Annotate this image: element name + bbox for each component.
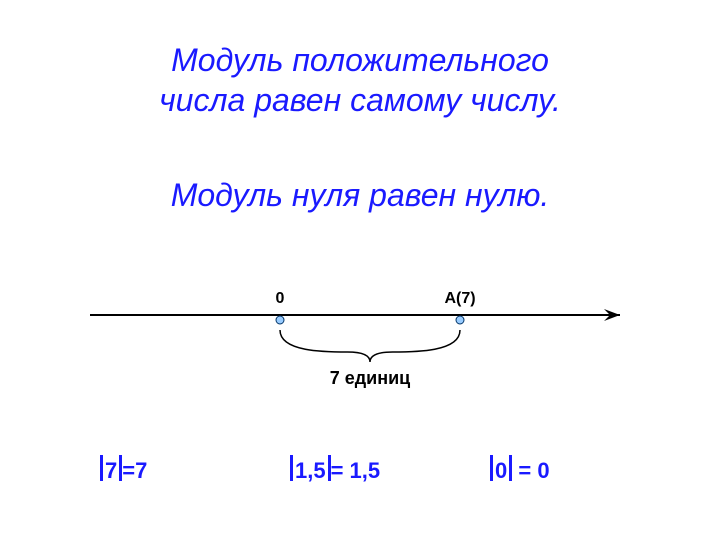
point-zero bbox=[276, 316, 284, 324]
headline2-text: Модуль нуля равен нулю. bbox=[171, 177, 550, 213]
headline-zero-modulus: Модуль нуля равен нулю. bbox=[0, 175, 720, 215]
point-a bbox=[456, 316, 464, 324]
equation-0: 7=7 bbox=[100, 455, 147, 484]
headline1-line1: Модуль положительного bbox=[171, 42, 549, 78]
headline1-line2: числа равен самому числу. bbox=[159, 82, 561, 118]
slide: Модуль положительного числа равен самому… bbox=[0, 0, 720, 540]
equation-rhs: = 1,5 bbox=[331, 458, 381, 483]
equation-rhs: = 0 bbox=[512, 458, 549, 483]
equation-2: 0 = 0 bbox=[490, 455, 550, 484]
units-label: 7 единиц bbox=[330, 368, 411, 388]
abs-value: 0 bbox=[493, 458, 509, 483]
abs-value: 1,5 bbox=[293, 458, 328, 483]
number-line-diagram: 0 A(7) 7 единиц bbox=[80, 280, 640, 400]
label-a: A(7) bbox=[444, 290, 475, 307]
headline-positive-modulus: Модуль положительного числа равен самому… bbox=[0, 40, 720, 120]
equation-1: 1,5= 1,5 bbox=[290, 455, 380, 484]
label-zero: 0 bbox=[276, 290, 285, 307]
equation-rhs: =7 bbox=[122, 458, 147, 483]
brace-icon bbox=[280, 330, 460, 362]
abs-value: 7 bbox=[103, 458, 119, 483]
